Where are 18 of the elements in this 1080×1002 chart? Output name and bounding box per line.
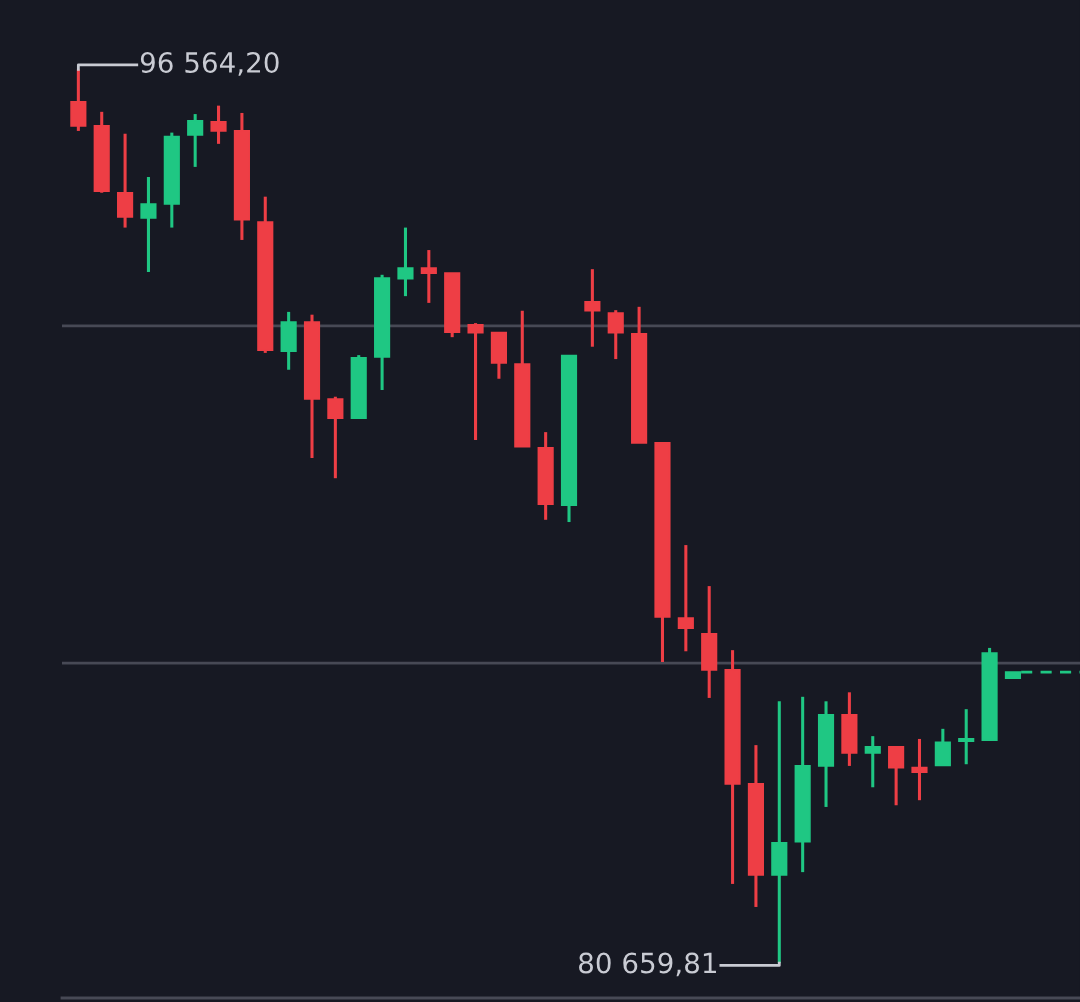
candlestick (327, 396, 344, 480)
candlestick (677, 545, 694, 652)
candlestick (420, 250, 437, 303)
candlestick (607, 310, 624, 361)
candlestick (888, 745, 905, 806)
candlestick (958, 709, 975, 766)
candlestick (467, 323, 484, 440)
candlestick (864, 736, 881, 788)
candlestick (187, 114, 204, 167)
candlestick (911, 737, 928, 802)
candlestick (584, 269, 601, 347)
candlestick (210, 105, 227, 144)
candlestick (140, 177, 157, 272)
candlestick (771, 701, 788, 965)
annotation: 80 659,81 (579, 952, 716, 977)
candlestick (397, 227, 414, 298)
candlestick (934, 727, 951, 767)
annotation: 96 564,20 (140, 52, 279, 76)
